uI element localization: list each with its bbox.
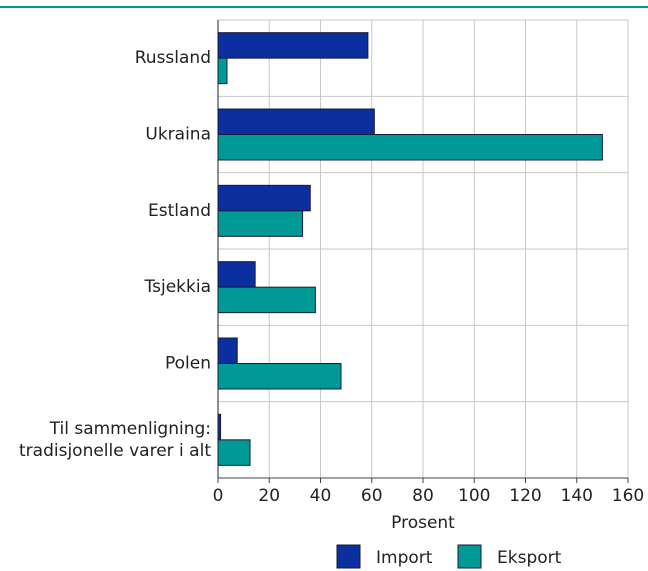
x-tick-label: 0 [213, 486, 224, 506]
bar [217, 134, 603, 161]
y-tick-label: Tsjekkia [144, 277, 211, 297]
x-tick-label: 160 [612, 486, 644, 506]
x-tick-label: 140 [561, 486, 593, 506]
bar [217, 210, 304, 237]
y-tick-label: Til sammenligning: tradisjonelle varer i … [19, 419, 211, 461]
x-tick-label: 20 [258, 486, 280, 506]
y-tick-label-line: Til sammenligning: [49, 419, 211, 439]
bar [217, 261, 256, 288]
y-tick-label: Ukraina [145, 125, 211, 145]
bar [217, 439, 251, 466]
bar [217, 57, 228, 85]
x-tick-label: 80 [412, 486, 434, 506]
x-tick-label: 100 [458, 486, 490, 506]
y-tick-label: Estland [148, 201, 211, 221]
bar [217, 286, 316, 314]
x-tick-label: 60 [361, 486, 383, 506]
bar [217, 32, 369, 59]
x-axis-label: Prosent [391, 513, 455, 533]
y-tick-label: Polen [165, 354, 211, 374]
bar [217, 363, 342, 390]
legend-label: Eksport [497, 548, 562, 568]
x-tick-label: 120 [509, 486, 541, 506]
bar [217, 108, 375, 135]
x-tick-label: 40 [310, 486, 332, 506]
bar [217, 413, 222, 441]
legend-swatch [457, 544, 482, 569]
y-tick-label: Russland [135, 48, 211, 68]
legend-swatch [336, 544, 361, 569]
bar [217, 184, 311, 212]
legend-label: Import [376, 548, 433, 568]
y-tick-label-line: tradisjonelle varer i alt [19, 441, 211, 461]
bar [217, 337, 238, 364]
